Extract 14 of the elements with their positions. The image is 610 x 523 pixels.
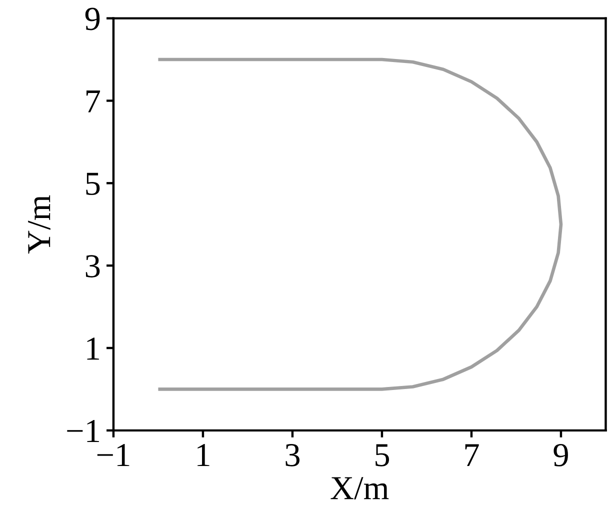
y-tick-label: −1 [67, 420, 99, 442]
x-tick-label: 5 [376, 444, 389, 466]
y-tick-label: 3 [86, 255, 100, 278]
y-tick-label: 1 [87, 338, 99, 360]
y-tick-label: 5 [86, 172, 100, 196]
y-tick-label: 7 [86, 90, 100, 112]
y-axis-title: Y/m [28, 195, 50, 254]
x-tick-label: 7 [465, 444, 479, 466]
x-tick-label: 1 [198, 444, 210, 466]
x-axis-title: X/m [330, 477, 389, 500]
x-tick-label: 3 [286, 444, 300, 466]
y-tick-label: 9 [85, 8, 100, 30]
x-tick-label: 9 [554, 444, 568, 466]
line-series [156, 58, 563, 391]
